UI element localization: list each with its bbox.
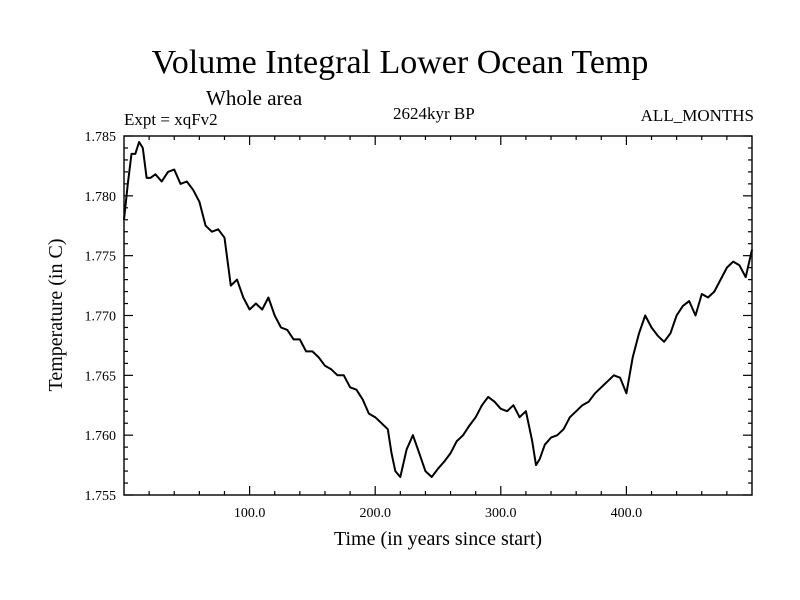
x-tick-label: 400.0 [611, 506, 643, 521]
y-tick-label: 1.775 [85, 250, 117, 265]
chart-subtitle: Whole area [206, 86, 303, 110]
y-tick-label: 1.755 [85, 489, 117, 504]
x-axis-label: Time (in years since start) [334, 528, 542, 550]
y-tick-labels: 1.755 1.760 1.765 1.770 1.775 1.780 1.785 [85, 130, 117, 504]
y-tick-label: 1.785 [85, 130, 117, 145]
y-tick-label: 1.770 [85, 310, 117, 325]
tick-marks [124, 135, 752, 496]
y-tick-label: 1.780 [85, 190, 117, 205]
x-tick-label: 200.0 [359, 506, 391, 521]
period-label: 2624kyr BP [393, 104, 475, 123]
y-tick-label: 1.760 [85, 429, 117, 444]
x-tick-label: 300.0 [485, 506, 517, 521]
temperature-series-line [123, 141, 753, 478]
chart-title: Volume Integral Lower Ocean Temp [151, 44, 649, 81]
y-tick-label: 1.765 [85, 369, 117, 384]
experiment-label: Expt = xqFv2 [124, 110, 218, 129]
plot-frame [123, 135, 753, 496]
x-tick-label: 100.0 [234, 506, 266, 521]
x-tick-labels: 100.0 200.0 300.0 400.0 [234, 506, 642, 521]
months-label: ALL_MONTHS [640, 106, 754, 125]
y-axis-label: Temperature (in C) [45, 239, 67, 392]
